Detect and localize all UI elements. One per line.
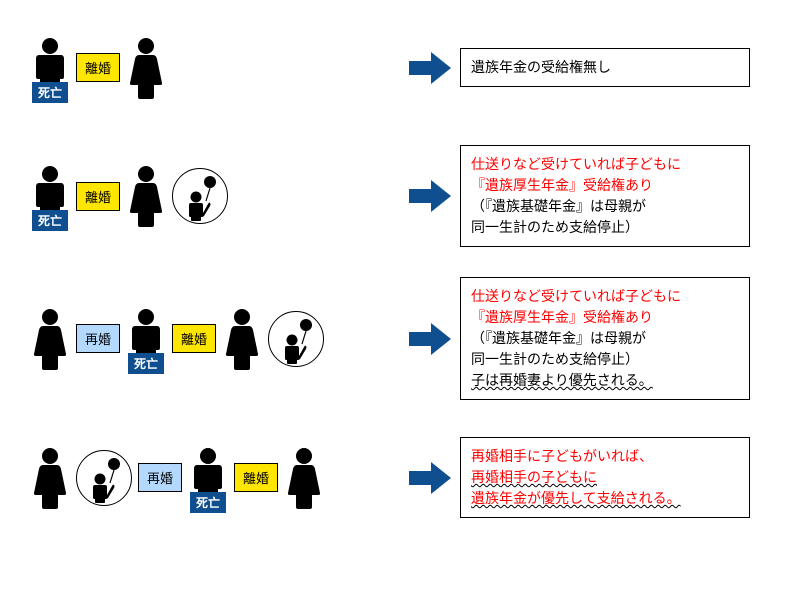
scenario-figures: 再婚 死亡 離婚: [30, 308, 400, 370]
woman-icon: [284, 447, 324, 509]
woman-icon: [126, 37, 166, 99]
result-box: 再婚相手に子どもがいれば、再婚相手の子どもに遺族年金が優先して支給される。: [460, 437, 750, 518]
man-deceased: 死亡: [30, 37, 70, 99]
arrow-right-icon: [407, 50, 453, 86]
woman: [126, 165, 166, 227]
divorce-badge: 離婚: [76, 182, 120, 211]
result: 仕送りなど受けていれば子どもに『遺族厚生年金』受給権あり（『遺族基礎年金』は母親…: [460, 277, 770, 400]
result: 遺族年金の受給権無し: [460, 48, 770, 87]
result: 再婚相手に子どもがいれば、再婚相手の子どもに遺族年金が優先して支給される。: [460, 437, 770, 518]
woman: [222, 308, 262, 370]
woman: [284, 447, 324, 509]
man-deceased: 死亡: [30, 165, 70, 227]
result-line: 子は再婚妻より優先される。: [471, 370, 739, 391]
man-deceased: 死亡: [126, 308, 166, 370]
result-line: 再婚相手の子どもに: [471, 467, 739, 488]
arrow: [400, 321, 460, 357]
death-label: 死亡: [32, 82, 68, 103]
child-balloon-icon: [180, 175, 220, 221]
woman-icon: [126, 165, 166, 227]
result-line: 同一生計のため支給停止）: [471, 217, 739, 238]
result-line: 『遺族厚生年金』受給権あり: [471, 307, 739, 328]
woman: [30, 308, 70, 370]
scenario-figures: 死亡 離婚: [30, 165, 400, 227]
child-in-circle: [172, 168, 228, 224]
woman-icon: [222, 308, 262, 370]
scenario-row-2: 再婚 死亡 離婚 仕送りなど受けていれば子どもに『遺族厚生年金』受給権あり（『遺…: [30, 277, 770, 400]
remarry-badge: 再婚: [138, 463, 182, 492]
death-label: 死亡: [32, 210, 68, 231]
arrow-right-icon: [407, 178, 453, 214]
scenario-row-3: 再婚 死亡 離婚 再婚相手に子どもがいれば、再婚相手の子どもに遺族年金が優先して…: [30, 430, 770, 525]
divorce-badge: 離婚: [234, 463, 278, 492]
result-line: 遺族年金が優先して支給される。: [471, 488, 739, 509]
result-box: 遺族年金の受給権無し: [460, 48, 750, 87]
woman: [30, 447, 70, 509]
result-line: 再婚相手に子どもがいれば、: [471, 446, 739, 467]
result-box: 仕送りなど受けていれば子どもに『遺族厚生年金』受給権あり（『遺族基礎年金』は母親…: [460, 145, 750, 247]
scenario-figures: 再婚 死亡 離婚: [30, 447, 400, 509]
child-in-circle: [76, 450, 132, 506]
woman-icon: [30, 308, 70, 370]
child-balloon-icon: [84, 457, 124, 503]
scenario-row-1: 死亡 離婚 仕送りなど受けていれば子どもに『遺族厚生年金』受給権あり（『遺族基礎…: [30, 145, 770, 247]
man-deceased: 死亡: [188, 447, 228, 509]
result-line: 同一生計のため支給停止）: [471, 349, 739, 370]
result-line: （『遺族基礎年金』は母親が: [471, 328, 739, 349]
child-balloon-icon: [276, 318, 316, 364]
child-in-circle: [268, 311, 324, 367]
result-line: 『遺族厚生年金』受給権あり: [471, 175, 739, 196]
scenario-figures: 死亡 離婚: [30, 37, 400, 99]
arrow: [400, 178, 460, 214]
divorce-badge: 離婚: [76, 53, 120, 82]
result: 仕送りなど受けていれば子どもに『遺族厚生年金』受給権あり（『遺族基礎年金』は母親…: [460, 145, 770, 247]
death-label: 死亡: [128, 353, 164, 374]
death-label: 死亡: [190, 492, 226, 513]
arrow-right-icon: [407, 460, 453, 496]
result-line: （『遺族基礎年金』は母親が: [471, 196, 739, 217]
result-line: 遺族年金の受給権無し: [471, 57, 739, 78]
result-line: 仕送りなど受けていれば子どもに: [471, 154, 739, 175]
woman-icon: [30, 447, 70, 509]
result-line: 仕送りなど受けていれば子どもに: [471, 286, 739, 307]
arrow: [400, 50, 460, 86]
divorce-badge: 離婚: [172, 324, 216, 353]
scenario-row-0: 死亡 離婚 遺族年金の受給権無し: [30, 20, 770, 115]
remarry-badge: 再婚: [76, 324, 120, 353]
woman: [126, 37, 166, 99]
arrow-right-icon: [407, 321, 453, 357]
arrow: [400, 460, 460, 496]
result-box: 仕送りなど受けていれば子どもに『遺族厚生年金』受給権あり（『遺族基礎年金』は母親…: [460, 277, 750, 400]
